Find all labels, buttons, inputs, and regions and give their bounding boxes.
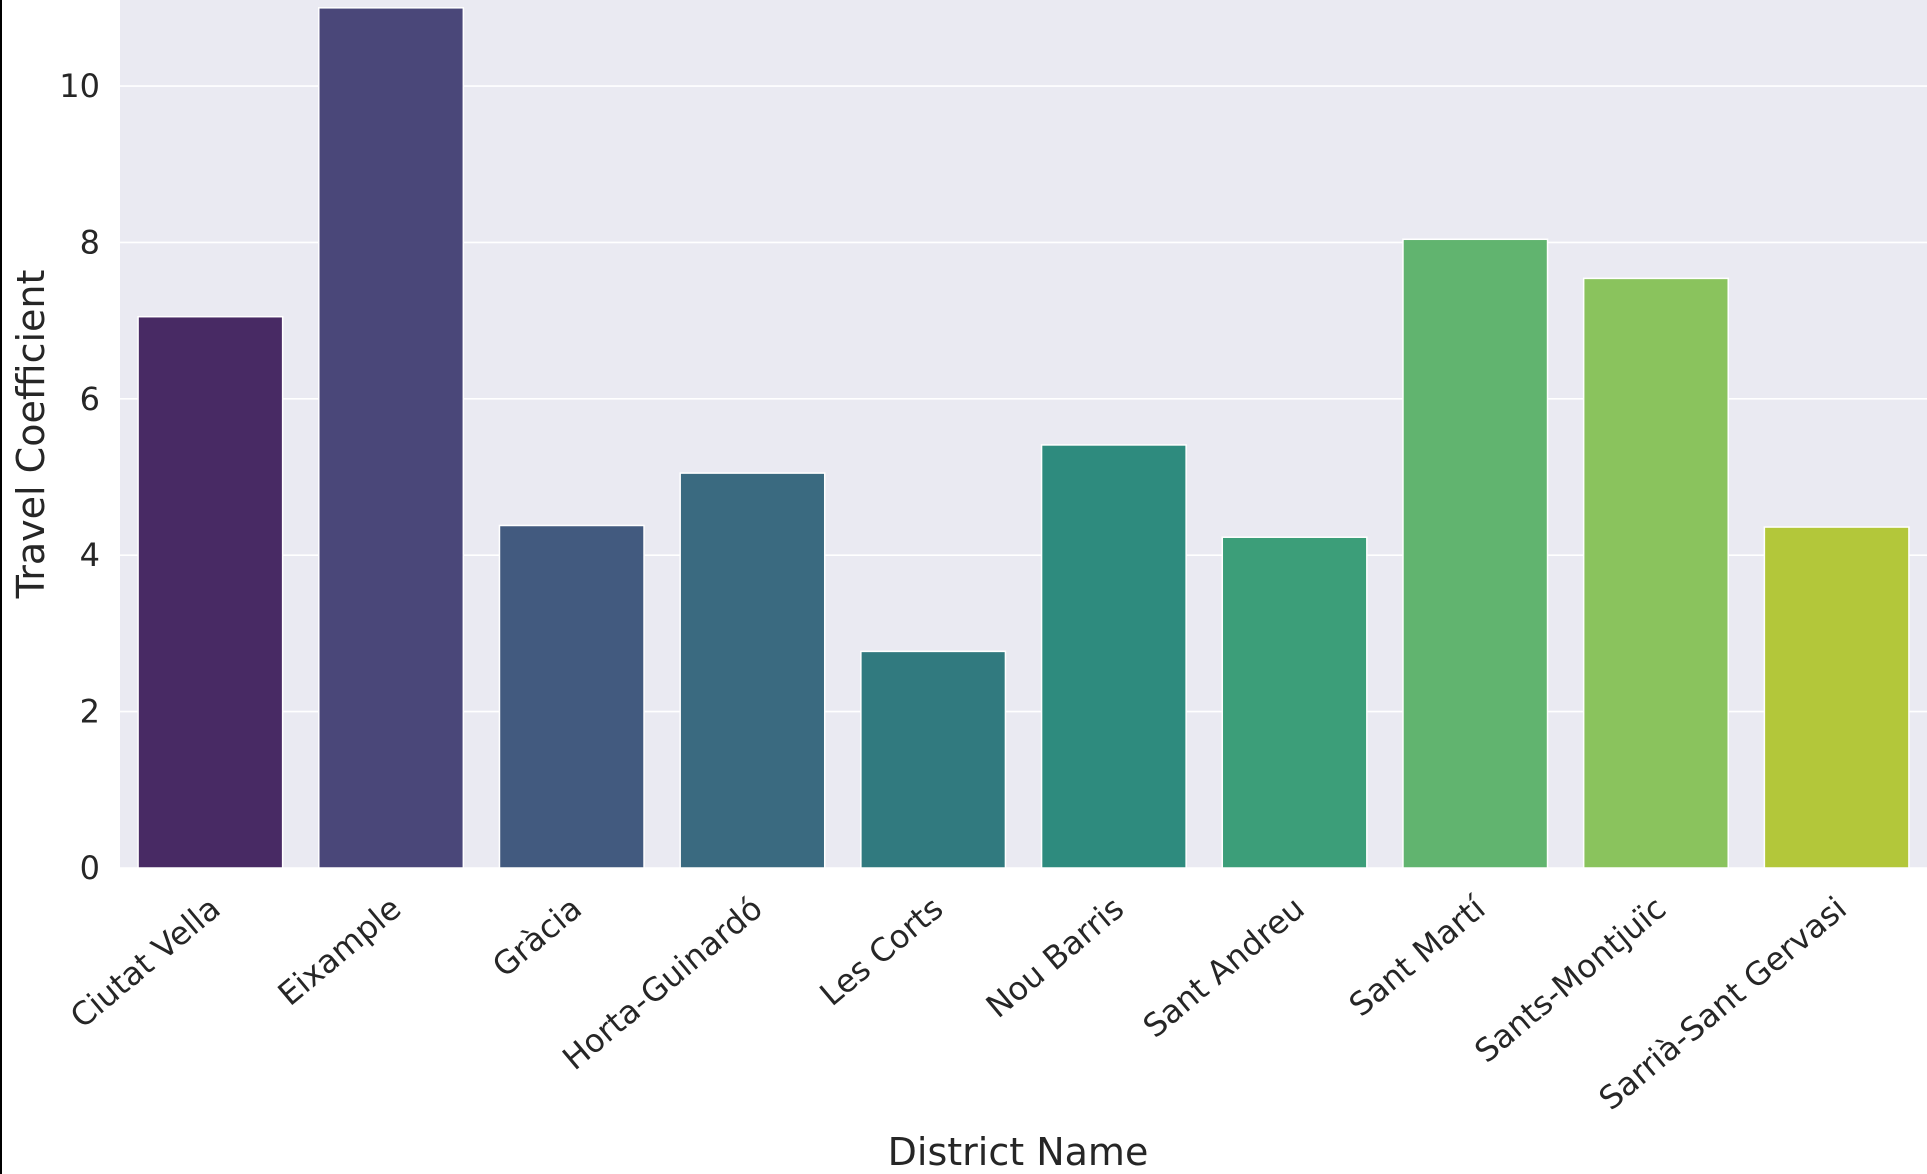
bars <box>137 7 1910 869</box>
x-tick-label: Nou Barris <box>979 889 1131 1025</box>
y-tick-label: 10 <box>59 67 100 105</box>
y-tick-label: 0 <box>80 849 100 887</box>
bar <box>318 7 465 869</box>
bar <box>679 472 826 869</box>
y-tick-label: 8 <box>80 223 100 261</box>
x-tick-label: Gràcia <box>485 889 589 985</box>
x-tick-label: Sant Andreu <box>1136 889 1312 1045</box>
y-tick-label: 4 <box>80 536 100 574</box>
bar <box>498 524 645 869</box>
bar <box>1402 238 1549 869</box>
x-tick-label: Ciutat Vella <box>63 889 228 1036</box>
x-axis-title: District Name <box>888 1130 1149 1174</box>
bar <box>860 650 1007 869</box>
bar <box>1582 277 1729 869</box>
x-tick-label: Les Corts <box>812 889 950 1013</box>
y-tick-label: 2 <box>80 693 100 731</box>
x-tick-label: Sants-Montjuïc <box>1467 889 1673 1070</box>
bar <box>1040 444 1187 869</box>
bar <box>1763 526 1910 869</box>
y-axis-ticks: 0 2 4 6 8 10 <box>59 67 100 887</box>
x-tick-label: Eixample <box>271 889 409 1013</box>
x-tick-label: Sant Martí <box>1342 888 1493 1024</box>
bar <box>1221 536 1368 869</box>
y-tick-label: 6 <box>80 380 100 418</box>
x-axis-ticks: Ciutat Vella Eixample GràciaHorta-Guinardó… <box>63 888 1854 1117</box>
y-axis-title: Travel Coefficient <box>9 270 53 600</box>
bar <box>137 315 284 869</box>
